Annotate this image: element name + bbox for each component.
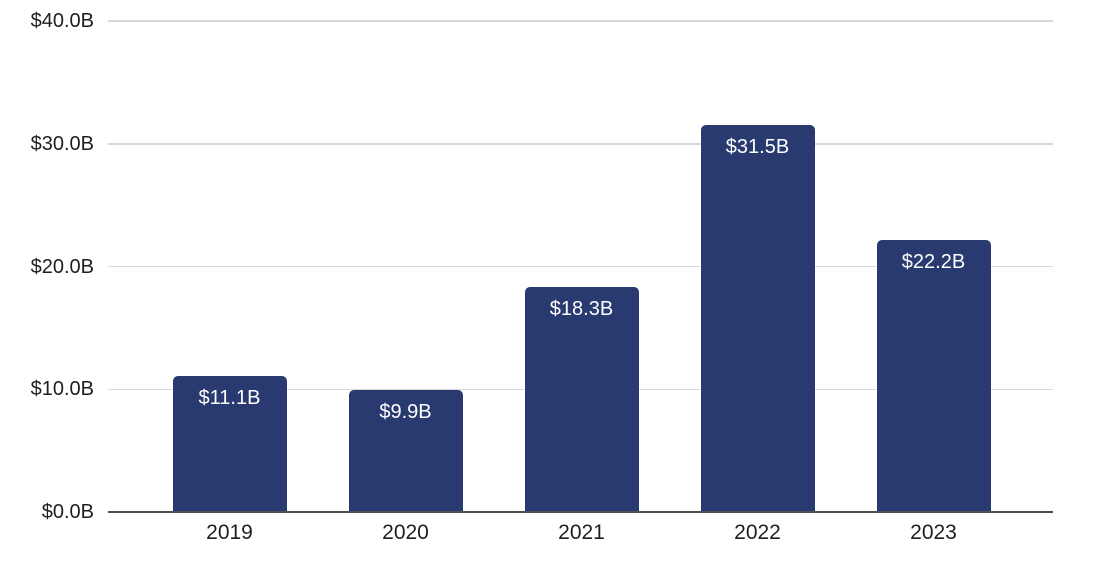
bar-value-label: $22.2B	[901, 250, 966, 273]
gridline	[108, 143, 1053, 145]
y-axis-tick-label: $20.0B	[30, 255, 94, 278]
bar-value-label: $11.1B	[198, 386, 261, 409]
y-axis-tick-label: $0.0B	[41, 501, 94, 523]
bar-2021: $18.3B	[524, 287, 639, 512]
x-axis-category-label: 2023	[910, 521, 957, 544]
plot-area: $11.1B $9.9B $18.3B $31.5B $22.2B	[108, 20, 1053, 513]
x-axis-line	[108, 511, 1053, 513]
x-axis-category-label: 2022	[734, 521, 781, 544]
gridline	[108, 265, 1053, 268]
gridline	[108, 20, 1053, 22]
y-axis-tick-label: $40.0B	[30, 10, 94, 32]
bar-value-label: $9.9B	[379, 401, 432, 424]
bar-2019: $11.1B	[172, 375, 287, 512]
x-axis-category-label: 2020	[382, 521, 429, 544]
bar-2022: $31.5B	[700, 125, 815, 512]
x-axis-category-label: 2021	[558, 521, 605, 544]
bar-2023: $22.2B	[876, 239, 991, 512]
y-axis-tick-label: $30.0B	[30, 132, 94, 155]
bar-2020: $9.9B	[348, 390, 463, 512]
bar-value-label: $31.5B	[725, 136, 790, 159]
x-axis-category-label: 2019	[206, 521, 253, 544]
y-axis-tick-label: $10.0B	[30, 378, 94, 401]
bar-value-label: $18.3B	[549, 298, 614, 321]
